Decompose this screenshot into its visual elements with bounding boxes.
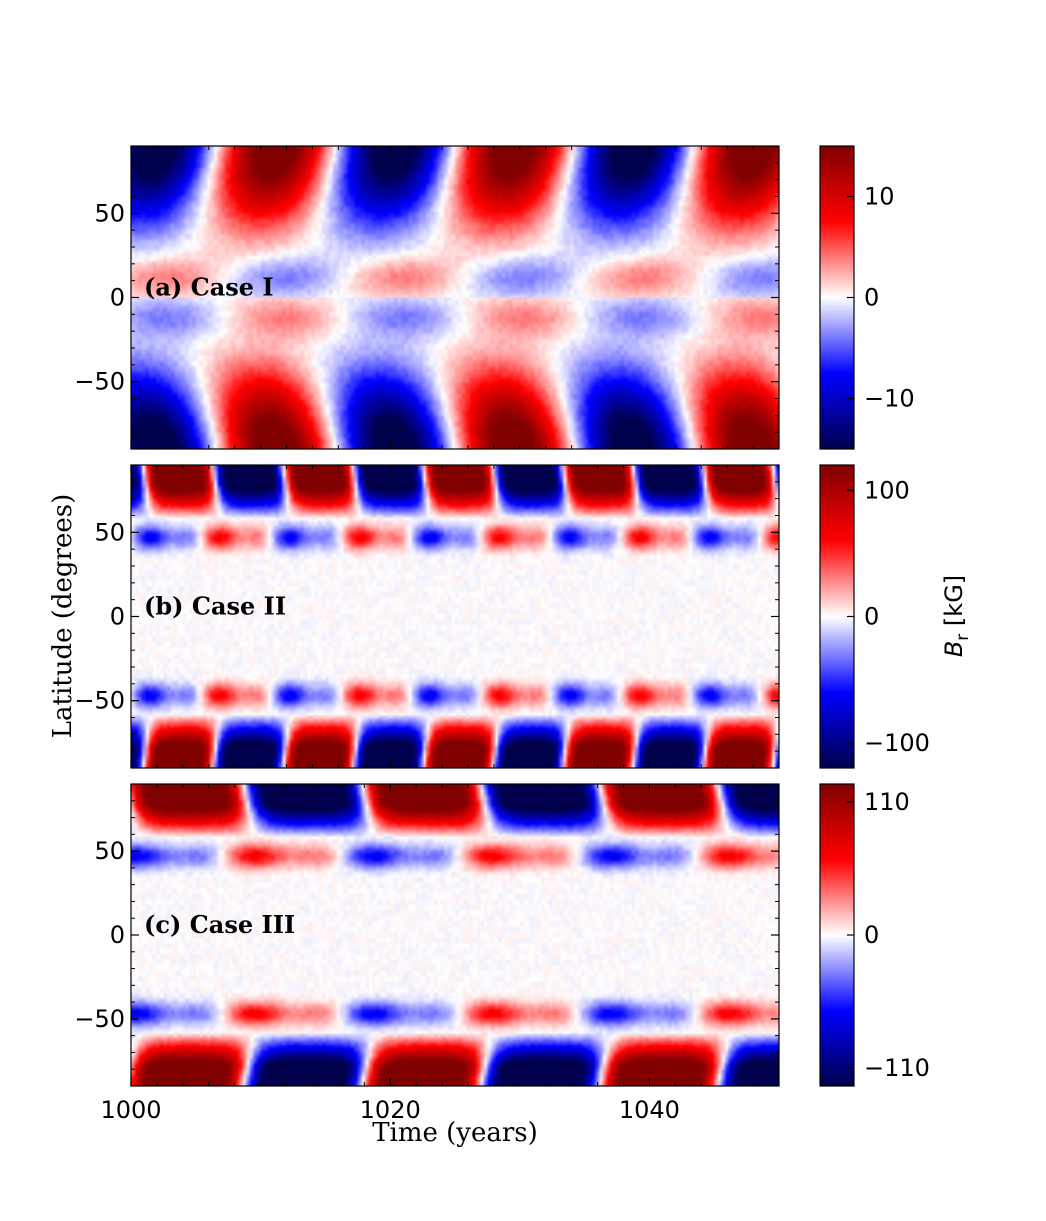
heatmap-field bbox=[131, 784, 779, 1086]
colorbar-tick-label: 0 bbox=[864, 921, 879, 949]
y-tick-label: 50 bbox=[94, 199, 125, 227]
x-tick-label: 1040 bbox=[619, 1096, 680, 1124]
panel-3: 50 0 −50 1000 1020 1040 (c) Case III 110 0 −110 bbox=[74, 783, 930, 1124]
panel-title: (c) Case III bbox=[144, 910, 295, 939]
y-tick-label: −50 bbox=[74, 1005, 125, 1033]
y-tick-label: 0 bbox=[110, 921, 125, 949]
heatmap-field bbox=[131, 146, 779, 449]
colorbar-label: Br [kG] bbox=[940, 575, 973, 657]
panel-title: (b) Case II bbox=[144, 592, 286, 621]
colorbar-tick-label: 0 bbox=[864, 603, 879, 631]
panel-2: 50 0 −50 (b) Case II 100 0 −100 bbox=[74, 464, 930, 769]
y-tick-label: 50 bbox=[94, 518, 125, 546]
x-tick-label: 1020 bbox=[360, 1096, 421, 1124]
heatmap-field bbox=[131, 465, 779, 768]
panel-title: (a) Case I bbox=[144, 273, 274, 302]
y-tick-label: −50 bbox=[74, 687, 125, 715]
y-tick-label: 0 bbox=[110, 284, 125, 312]
y-tick-label: 50 bbox=[94, 837, 125, 865]
y-tick-label: 0 bbox=[110, 603, 125, 631]
panel-1: 50 0 −50 (a) Case I 10 0 −10 bbox=[74, 145, 915, 450]
colorbar-tick-label: 10 bbox=[864, 183, 895, 211]
colorbar-tick-label: −110 bbox=[864, 1054, 930, 1082]
x-axis-label: Time (years) bbox=[372, 1118, 538, 1148]
x-tick-label: 1000 bbox=[100, 1096, 161, 1124]
colorbar-tick-label: −100 bbox=[864, 729, 930, 757]
colorbar-tick-label: 110 bbox=[864, 788, 910, 816]
colorbar-tick-label: −10 bbox=[864, 385, 915, 413]
colorbar-tick-label: 0 bbox=[864, 284, 879, 312]
y-axis-label: Latitude (degrees) bbox=[48, 494, 78, 739]
colorbar-tick-label: 100 bbox=[864, 476, 910, 504]
y-tick-label: −50 bbox=[74, 368, 125, 396]
